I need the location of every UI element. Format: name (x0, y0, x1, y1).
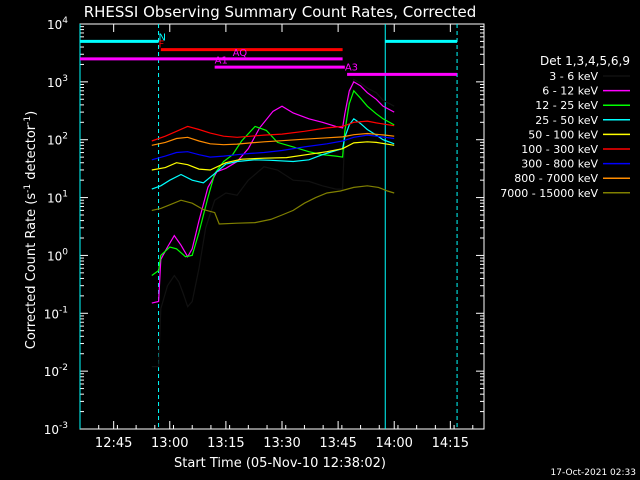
y-tick-label-base: 10 (44, 423, 59, 437)
legend-entry: 7000 - 15000 keV (500, 187, 598, 200)
y-tick-label: 10-2 (44, 363, 68, 379)
flag-label: A1 (215, 56, 228, 67)
legend-entry: 3 - 6 keV (549, 70, 598, 83)
y-tick-label: 10-3 (44, 421, 68, 437)
series-line (151, 117, 395, 190)
legend-title: Det 1,3,4,5,6,9 (540, 54, 630, 68)
x-tick-label: 12:45 (95, 436, 132, 451)
x-tick-label: 13:00 (151, 436, 188, 451)
chart-title: RHESSI Observing Summary Count Rates, Co… (84, 3, 477, 21)
y-tick-label: 104 (47, 16, 68, 32)
y-tick-label-exp: -1 (59, 305, 68, 315)
flag-label: A3 (345, 63, 358, 74)
x-tick-label: 14:15 (432, 436, 469, 451)
y-tick-label-base: 10 (47, 249, 62, 263)
series-line (151, 78, 395, 368)
legend-entry: 50 - 100 keV (528, 128, 598, 141)
y-tick-label-exp: -2 (59, 363, 68, 373)
flag-label: N (159, 32, 166, 43)
legend-entry: 6 - 12 keV (542, 85, 598, 98)
y-axis-label: Corrected Count Rate (s-1 detector-1) (23, 111, 39, 349)
flag-label: AQ (233, 48, 248, 59)
y-tick-label: 102 (47, 132, 68, 148)
legend-entry: 300 - 800 keV (521, 158, 598, 171)
y-tick-label-exp: 0 (62, 247, 68, 257)
y-axis-label-exp2: -1 (23, 116, 33, 125)
y-tick-label: 10-1 (44, 305, 68, 321)
y-tick-label-base: 10 (47, 76, 62, 90)
y-tick-label-base: 10 (47, 192, 62, 206)
y-axis-label-mid: detector (24, 124, 39, 184)
y-tick-label-exp: 4 (62, 16, 68, 26)
y-tick-label-base: 10 (44, 307, 59, 321)
series-line (151, 120, 395, 142)
footer-date: 17-Oct-2021 02:33 (551, 468, 636, 478)
y-tick-label-exp: -3 (59, 421, 68, 431)
x-tick-label: 13:30 (263, 436, 300, 451)
y-tick-label-exp: 1 (62, 190, 68, 200)
legend-entry: 100 - 300 keV (521, 143, 598, 156)
y-tick-label-base: 10 (44, 365, 59, 379)
x-axis-label: Start Time (05-Nov-10 12:38:02) (174, 456, 386, 471)
y-tick-label-exp: 3 (62, 74, 68, 84)
y-tick-label-base: 10 (47, 134, 62, 148)
series-line (151, 132, 395, 146)
y-tick-label: 103 (47, 74, 68, 90)
legend-entry: 12 - 25 keV (535, 99, 598, 112)
y-axis-label-end: ) (24, 111, 39, 116)
series-line (151, 185, 395, 225)
y-tick-label-base: 10 (47, 18, 62, 32)
series-line (151, 141, 395, 171)
series-line (151, 81, 395, 304)
y-tick-label: 100 (47, 247, 68, 263)
y-tick-label: 101 (47, 190, 68, 206)
y-axis-label-main: Corrected Count Rate (s (24, 193, 39, 350)
series-line (151, 89, 395, 276)
y-axis-label-exp1: -1 (23, 184, 33, 193)
x-tick-label: 13:15 (207, 436, 244, 451)
plot-frame (79, 23, 485, 430)
flag-label: F (159, 40, 165, 51)
legend-entry: 25 - 50 keV (535, 114, 598, 127)
x-tick-label: 13:45 (319, 436, 356, 451)
y-tick-label-exp: 2 (62, 132, 68, 142)
series-line (151, 134, 395, 161)
legend-entry: 800 - 7000 keV (514, 172, 598, 185)
x-tick-label: 14:00 (375, 436, 412, 451)
